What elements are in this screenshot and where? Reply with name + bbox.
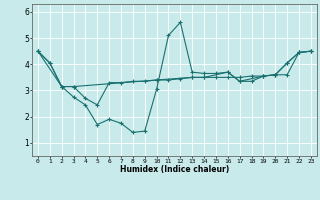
X-axis label: Humidex (Indice chaleur): Humidex (Indice chaleur) (120, 165, 229, 174)
